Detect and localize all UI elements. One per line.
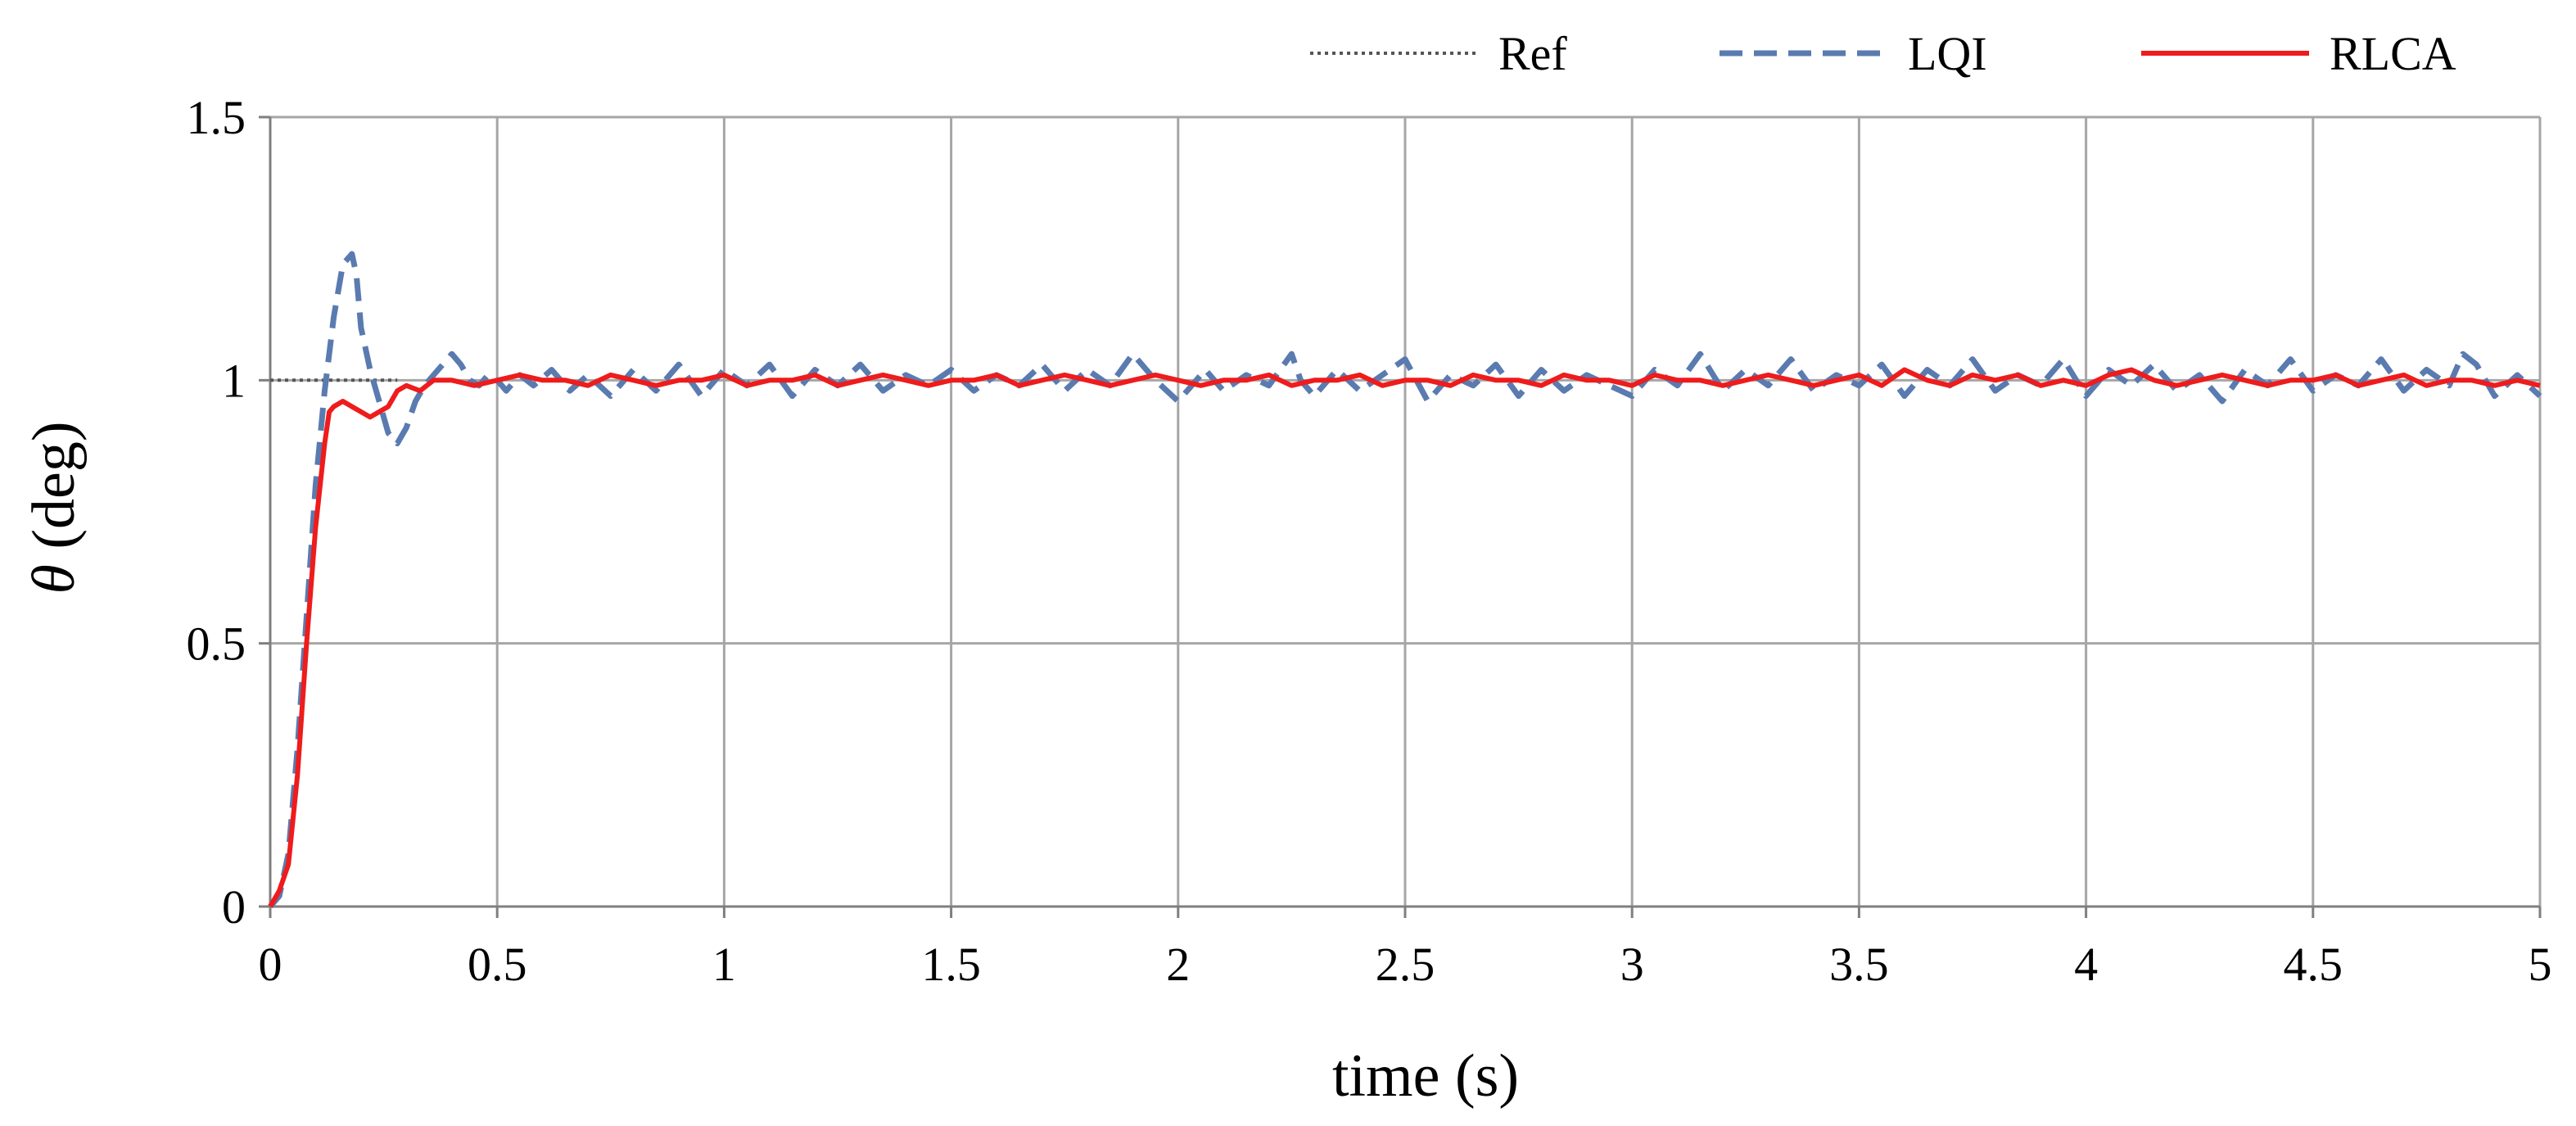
y-tick-label: 0: [222, 880, 246, 934]
x-tick-label: 0.5: [468, 938, 527, 991]
legend-label-rlca: RLCA: [2330, 27, 2456, 80]
x-tick-label: 3.5: [1829, 938, 1889, 991]
x-tick-label: 2.5: [1376, 938, 1435, 991]
y-tick-label: 1.5: [187, 91, 246, 144]
series-line-rlca: [268, 367, 2541, 908]
x-tick-label: 5: [2529, 938, 2552, 991]
x-tick-label: 2: [1166, 938, 1190, 991]
tick-labels: 0 0.5 1 1.5 2 2.5 3 3.5 4 4.5 5 0 0.5 1 1.5: [187, 91, 2552, 991]
grid: [270, 115, 2542, 907]
x-tick-label: 1: [712, 938, 736, 991]
y-axis-unit: (deg): [20, 422, 88, 565]
legend: Ref LQI RLCA: [1310, 27, 2456, 80]
legend-label-lqi: LQI: [1908, 27, 1987, 80]
x-tick-label: 3: [1620, 938, 1644, 991]
x-tick-label: 4.5: [2284, 938, 2343, 991]
x-tick-label: 0: [259, 938, 282, 991]
legend-label-ref: Ref: [1498, 27, 1567, 80]
y-axis-title: θ (deg): [20, 422, 88, 595]
y-axis-symbol: θ: [20, 564, 88, 594]
x-axis-title: time (s): [1332, 1042, 1519, 1110]
x-tick-label: 1.5: [921, 938, 981, 991]
x-tick-label: 4: [2074, 938, 2098, 991]
y-tick-label: 1: [222, 354, 246, 407]
y-tick-label: 0.5: [187, 617, 246, 671]
axes: [259, 115, 2542, 918]
series-group: [268, 251, 2542, 909]
